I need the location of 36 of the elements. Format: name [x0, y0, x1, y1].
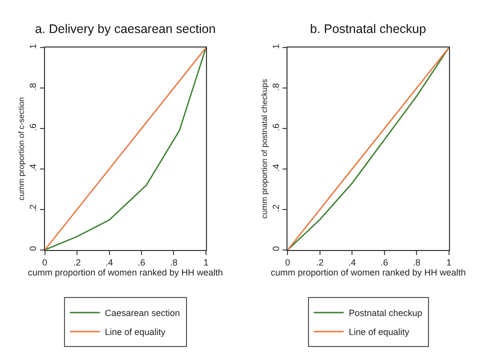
x-axis-title: cumm proportion of women ranked by HH wealth [28, 268, 223, 278]
y-tick-label: .2 [271, 204, 282, 212]
y-tick-label: .4 [271, 164, 282, 172]
x-tick-label: 1 [203, 258, 208, 268]
x-tick-label: .4 [105, 258, 114, 268]
y-tick-label: .6 [271, 123, 282, 131]
y-axis-title: cumm proportion of c-section [16, 97, 26, 200]
y-tick-label: 1 [28, 44, 38, 49]
legend-label: Postnatal checkup [348, 308, 422, 318]
chart-title: a. Delivery by caesarean section [35, 22, 216, 36]
x-axis-title: cumm proportion of women ranked by HH wealth [270, 268, 466, 278]
y-tick-label: .6 [28, 123, 38, 131]
x-tick-label: .2 [73, 258, 81, 268]
y-axis-title: cumm proportion of postnatal checkups [260, 78, 269, 219]
legend-label: Caesarean section [104, 308, 180, 318]
x-tick-label: .8 [170, 258, 178, 268]
x-tick-label: 0 [42, 258, 48, 268]
x-tick-label: .6 [138, 258, 146, 268]
x-tick-label: .4 [348, 258, 356, 268]
legend-label: Line of equality [104, 327, 166, 338]
line-series [44, 48, 206, 250]
y-tick-label: .2 [28, 204, 38, 212]
x-tick-label: .6 [380, 258, 388, 268]
y-tick-label: .4 [28, 164, 38, 172]
x-tick-label: .8 [412, 258, 420, 268]
y-tick-label: .8 [271, 83, 282, 91]
x-tick-label: .2 [316, 258, 324, 268]
y-tick-label: .8 [28, 83, 38, 91]
chart-title: b. Postnatal checkup [310, 22, 426, 36]
y-tick-label: 0 [28, 246, 38, 252]
y-tick-label: 1 [271, 44, 282, 49]
legend-label: Line of equality [348, 327, 410, 338]
x-tick-label: 1 [446, 258, 452, 268]
y-tick-label: 0 [271, 246, 282, 252]
line-series [288, 48, 449, 250]
x-tick-label: 0 [285, 258, 290, 268]
